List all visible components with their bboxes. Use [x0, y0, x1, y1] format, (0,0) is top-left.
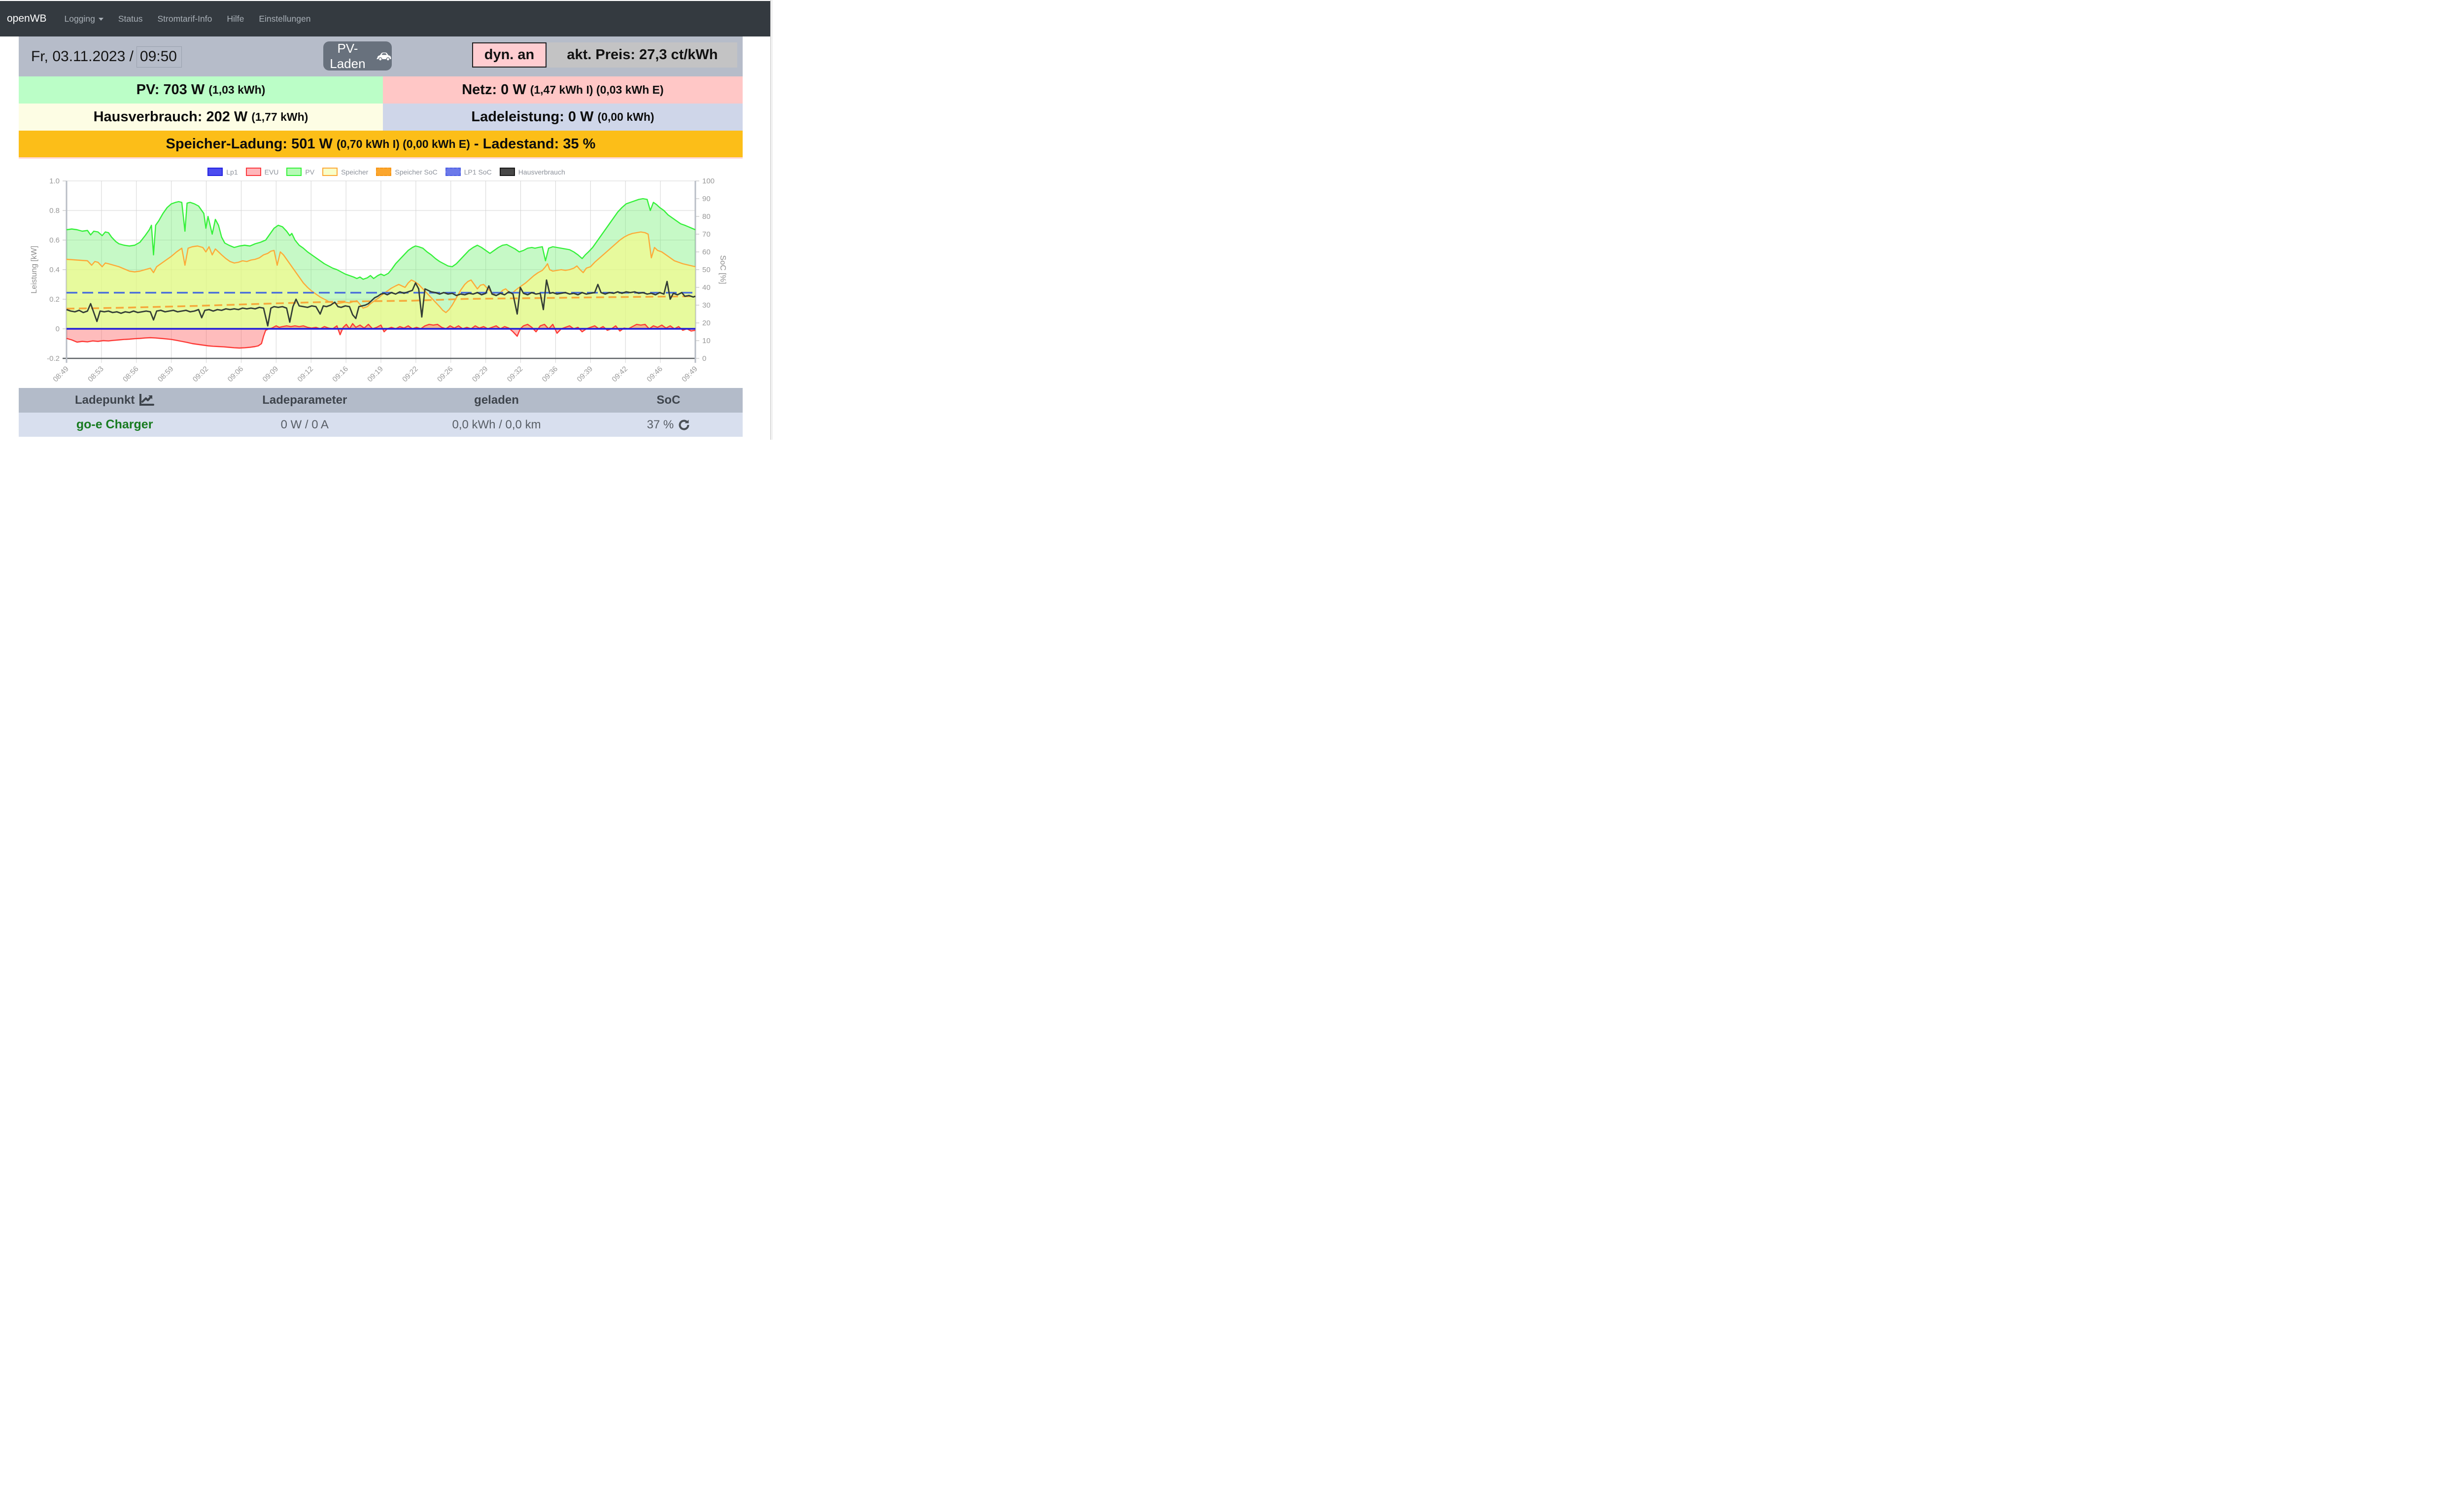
svg-text:08:56: 08:56	[121, 365, 140, 384]
date-label: Fr, 03.11.2023 /09:50	[31, 46, 182, 68]
speicher-swatch	[322, 168, 338, 176]
legend-item-speicher-soc[interactable]: Speicher SoC	[376, 168, 438, 176]
lp1-soc-swatch	[445, 168, 461, 176]
svg-text:1.0: 1.0	[49, 178, 60, 185]
legend-item-pv[interactable]: PV	[286, 168, 314, 176]
svg-text:70: 70	[702, 230, 711, 239]
status-hausverbrauch: Hausverbrauch: 202 W (1,77 kWh)	[19, 104, 383, 131]
power-soc-chart: 1.00.80.60.40.20-0.210090807060504030201…	[30, 178, 727, 384]
svg-text:80: 80	[702, 212, 711, 221]
svg-text:30: 30	[702, 301, 711, 310]
nav-menu: Logging Status Stromtarif-Info Hilfe Ein…	[65, 14, 311, 24]
navbar: openWB Logging Status Stromtarif-Info Hi…	[0, 1, 773, 36]
chargepoint-table-header: Ladepunkt Ladeparameter geladen SoC	[19, 388, 743, 413]
chevron-down-icon	[98, 17, 103, 21]
header-soc: SoC	[656, 393, 681, 407]
header-bar: Fr, 03.11.2023 /09:50 PV-Laden dyn. an a…	[19, 36, 743, 76]
chargepoint-soc: 37 %	[594, 418, 743, 432]
svg-text:20: 20	[702, 319, 711, 327]
status-pv: PV: 703 W (1,03 kWh)	[19, 76, 383, 104]
svg-text:09:22: 09:22	[401, 365, 420, 384]
chart-legend: Lp1 EVU PV Speicher Speicher SoC LP1 SoC…	[0, 166, 773, 178]
svg-text:09:46: 09:46	[645, 365, 664, 384]
chargepoint-charged: 0,0 kWh / 0,0 km	[452, 418, 541, 431]
speicher-soc-swatch	[376, 168, 392, 176]
svg-text:09:16: 09:16	[331, 365, 350, 384]
svg-text:-0.2: -0.2	[47, 354, 60, 363]
nav-item-logging[interactable]: Logging	[65, 14, 103, 24]
svg-text:09:02: 09:02	[191, 365, 210, 384]
svg-text:10: 10	[702, 337, 711, 345]
chargepoint-params: 0 W / 0 A	[280, 418, 329, 431]
hausverbrauch-swatch	[499, 168, 515, 176]
nav-item-hilfe[interactable]: Hilfe	[227, 13, 244, 24]
nav-item-einstellungen[interactable]: Einstellungen	[259, 13, 311, 24]
svg-text:09:49: 09:49	[680, 365, 699, 384]
svg-text:0.2: 0.2	[49, 295, 60, 304]
svg-text:09:09: 09:09	[261, 365, 280, 384]
time-value[interactable]: 09:50	[136, 46, 182, 68]
lp1-swatch	[207, 168, 223, 176]
header-ladeparameter: Ladeparameter	[262, 393, 347, 407]
svg-text:08:49: 08:49	[51, 365, 70, 384]
svg-text:0: 0	[56, 325, 60, 333]
table-row: go-e Charger 0 W / 0 A 0,0 kWh / 0,0 km …	[19, 413, 743, 437]
status-netz: Netz: 0 W (1,47 kWh I) (0,03 kWh E)	[382, 76, 743, 104]
dyn-toggle[interactable]: dyn. an	[472, 42, 547, 68]
svg-text:08:53: 08:53	[86, 365, 105, 384]
svg-text:09:32: 09:32	[506, 365, 525, 384]
svg-text:09:26: 09:26	[436, 365, 455, 384]
legend-item-lp1[interactable]: Lp1	[207, 168, 238, 176]
pv-swatch	[286, 168, 302, 176]
svg-text:0: 0	[702, 354, 706, 363]
chargepoint-name[interactable]: go-e Charger	[76, 418, 153, 431]
svg-text:09:06: 09:06	[226, 365, 245, 384]
status-speicher: Speicher-Ladung: 501 W (0,70 kWh I) (0,0…	[19, 131, 743, 159]
legend-item-evu[interactable]: EVU	[245, 168, 278, 176]
svg-text:90: 90	[702, 195, 711, 203]
car-icon	[376, 52, 391, 61]
svg-text:40: 40	[702, 283, 711, 292]
svg-text:09:42: 09:42	[610, 365, 629, 384]
evu-swatch	[245, 168, 261, 176]
svg-text:100: 100	[702, 178, 715, 185]
charge-mode-button[interactable]: PV-Laden	[323, 41, 392, 71]
svg-text:08:59: 08:59	[156, 365, 175, 384]
status-grid: PV: 703 W (1,03 kWh) Netz: 0 W (1,47 kWh I…	[19, 76, 743, 131]
app-logo[interactable]: openWB	[7, 13, 47, 24]
nav-item-status[interactable]: Status	[118, 13, 143, 24]
current-price-label: akt. Preis: 27,3 ct/kWh	[548, 42, 737, 68]
status-ladeleistung: Ladeleistung: 0 W (0,00 kWh)	[382, 104, 743, 131]
svg-text:60: 60	[702, 248, 711, 256]
svg-text:SoC [%]: SoC [%]	[719, 255, 727, 284]
nav-item-stromtarif-info[interactable]: Stromtarif-Info	[157, 13, 212, 24]
legend-item-hausverbrauch[interactable]: Hausverbrauch	[499, 168, 565, 176]
svg-text:09:29: 09:29	[471, 365, 490, 384]
top-strip	[0, 0, 773, 1]
svg-text:09:19: 09:19	[366, 365, 385, 384]
svg-text:0.4: 0.4	[49, 266, 60, 274]
svg-text:09:36: 09:36	[541, 365, 560, 384]
legend-item-speicher[interactable]: Speicher	[322, 168, 368, 176]
svg-text:50: 50	[702, 266, 711, 274]
header-geladen: geladen	[474, 393, 519, 407]
main-content: Fr, 03.11.2023 /09:50 PV-Laden dyn. an a…	[19, 36, 743, 159]
legend-item-lp1-soc[interactable]: LP1 SoC	[445, 168, 492, 176]
chart-section: 1.0 0.8 0.6 0.4 0.2 0 -0.2 100 90 80 70 60 50 40 30 20 1…	[0, 178, 773, 388]
scrollbar[interactable]	[770, 0, 773, 440]
svg-text:Leistung [kW]: Leistung [kW]	[30, 246, 38, 294]
header-ladepunkt: Ladepunkt	[19, 393, 210, 407]
series	[66, 198, 696, 349]
svg-text:09:39: 09:39	[576, 365, 595, 384]
svg-text:0.8: 0.8	[49, 207, 60, 215]
svg-text:0.6: 0.6	[49, 236, 60, 245]
chargepoint-table: Ladepunkt Ladeparameter geladen SoC go-e…	[19, 388, 743, 437]
refresh-icon[interactable]	[678, 419, 690, 431]
chart-icon[interactable]	[139, 394, 155, 407]
svg-text:09:12: 09:12	[296, 365, 315, 384]
